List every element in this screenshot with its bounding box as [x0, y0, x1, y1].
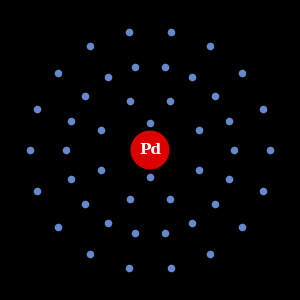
Point: [105, 221, 110, 226]
Point: [267, 148, 272, 152]
Point: [190, 74, 195, 79]
Point: [168, 197, 173, 202]
Point: [56, 70, 61, 75]
Point: [162, 64, 167, 69]
Point: [98, 168, 103, 173]
Point: [127, 30, 132, 34]
Point: [83, 202, 88, 207]
Point: [260, 106, 265, 111]
Circle shape: [131, 131, 169, 169]
Point: [68, 176, 73, 181]
Point: [168, 266, 173, 270]
Point: [133, 64, 138, 69]
Point: [105, 74, 110, 79]
Point: [127, 98, 132, 103]
Point: [148, 121, 152, 125]
Point: [68, 119, 73, 124]
Point: [227, 176, 232, 181]
Point: [168, 98, 173, 103]
Point: [162, 231, 167, 236]
Text: Pd: Pd: [139, 143, 161, 157]
Point: [63, 148, 68, 152]
Point: [35, 106, 40, 111]
Point: [260, 189, 265, 194]
Point: [127, 197, 132, 202]
Point: [28, 148, 33, 152]
Point: [197, 127, 202, 132]
Point: [212, 93, 217, 98]
Point: [239, 70, 244, 75]
Point: [208, 44, 212, 49]
Point: [168, 30, 173, 34]
Point: [98, 127, 103, 132]
Point: [35, 189, 40, 194]
Point: [83, 93, 88, 98]
Point: [239, 225, 244, 230]
Point: [190, 221, 195, 226]
Point: [88, 251, 92, 256]
Point: [212, 202, 217, 207]
Point: [227, 119, 232, 124]
Point: [232, 148, 237, 152]
Point: [208, 251, 212, 256]
Point: [88, 44, 92, 49]
Point: [127, 266, 132, 270]
Point: [56, 225, 61, 230]
Point: [197, 168, 202, 173]
Point: [148, 175, 152, 179]
Point: [133, 231, 138, 236]
